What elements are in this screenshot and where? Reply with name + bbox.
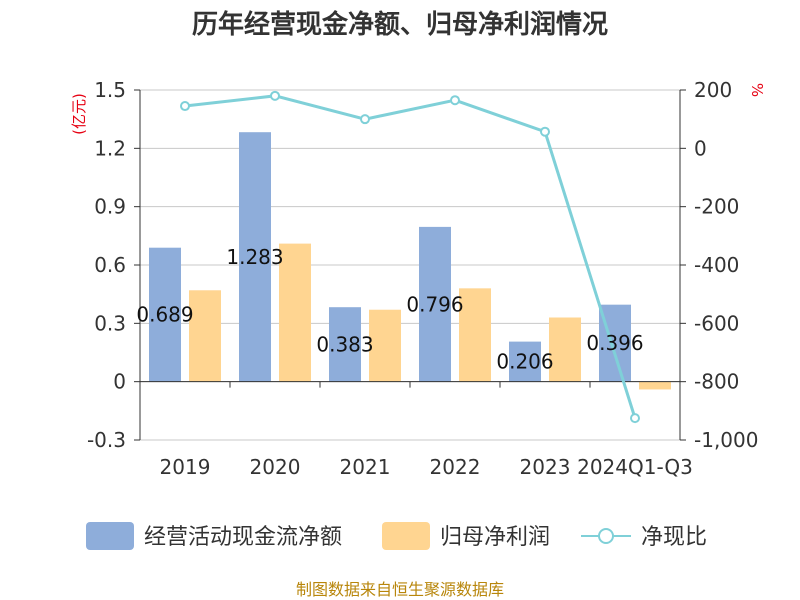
bar-cash-flow bbox=[509, 341, 541, 382]
x-tick-label: 2022 bbox=[430, 455, 481, 479]
y-right-tick-label: -600 bbox=[694, 311, 739, 335]
x-tick-label: 2023 bbox=[520, 455, 571, 479]
bar-cash-flow bbox=[419, 226, 451, 382]
source-note: 制图数据来自恒生聚源数据库 bbox=[296, 580, 504, 599]
y-right-tick-label: 200 bbox=[694, 78, 732, 102]
data-label-cash-flow: 0.383 bbox=[316, 332, 373, 356]
y-left-unit: (亿元) bbox=[70, 93, 88, 135]
data-label-cash-flow: 0.396 bbox=[586, 331, 643, 355]
x-tick-label: 2019 bbox=[160, 455, 211, 479]
legend-label-cash-flow: 经营活动现金流净额 bbox=[144, 525, 342, 550]
bar-net-profit bbox=[459, 288, 491, 382]
y-right-tick-label: -200 bbox=[694, 195, 739, 219]
bar-cash-flow bbox=[149, 247, 181, 382]
data-label-cash-flow: 1.283 bbox=[226, 245, 283, 269]
y-left-tick-label: 1.5 bbox=[94, 78, 126, 102]
point-cash-ratio bbox=[180, 101, 190, 112]
data-label-cash-flow: 0.796 bbox=[406, 292, 463, 316]
y-right-tick-label: -800 bbox=[694, 370, 739, 394]
axes: -0.3 0 0.3 0.6 0.9 1.2 1.5 -1,000 -800 -600 -400 -2… bbox=[87, 78, 759, 479]
bar-group bbox=[149, 132, 671, 390]
x-tick-label: 2024Q1-Q3 bbox=[577, 455, 693, 479]
y-right-tick-label: 0 bbox=[694, 136, 707, 160]
x-tick-label: 2020 bbox=[250, 455, 301, 479]
data-labels: 0.689 1.283 0.383 0.796 0.206 0.396 bbox=[136, 245, 643, 374]
chart-title: 历年经营现金净额、归母净利润情况 bbox=[192, 9, 608, 40]
legend-marker-cash-ratio bbox=[598, 528, 614, 544]
point-cash-ratio bbox=[540, 126, 550, 137]
point-cash-ratio bbox=[450, 95, 460, 106]
y-left-tick-label: 1.2 bbox=[94, 136, 126, 160]
bar-net-profit bbox=[639, 381, 671, 390]
point-cash-ratio bbox=[270, 90, 280, 101]
legend: 经营活动现金流净额 归母净利润 净现比 bbox=[86, 522, 707, 550]
x-tick-label: 2021 bbox=[340, 455, 391, 479]
legend-label-cash-ratio: 净现比 bbox=[641, 525, 707, 550]
bar-net-profit bbox=[549, 317, 581, 382]
bar-net-profit bbox=[189, 290, 221, 382]
data-label-cash-flow: 0.689 bbox=[136, 303, 193, 327]
y-left-tick-label: 0.9 bbox=[94, 195, 126, 219]
point-cash-ratio bbox=[360, 114, 370, 125]
y-right-unit: % bbox=[748, 83, 766, 97]
bar-net-profit bbox=[369, 309, 401, 382]
y-left-tick-label: 0 bbox=[113, 370, 126, 394]
legend-swatch-net-profit bbox=[382, 522, 430, 550]
line-group bbox=[180, 90, 640, 424]
y-left-tick-label: -0.3 bbox=[87, 428, 126, 452]
data-label-cash-flow: 0.206 bbox=[496, 350, 553, 374]
y-left-tick-label: 0.6 bbox=[94, 253, 126, 277]
line-cash-ratio bbox=[184, 94, 637, 419]
y-right-tick-label: -400 bbox=[694, 253, 739, 277]
bar-cash-flow bbox=[239, 132, 271, 382]
legend-swatch-cash-flow bbox=[86, 522, 134, 550]
y-right-tick-label: -1,000 bbox=[694, 428, 758, 452]
y-left-tick-label: 0.3 bbox=[94, 311, 126, 335]
point-cash-ratio bbox=[630, 413, 640, 424]
bar-net-profit bbox=[279, 243, 311, 382]
legend-label-net-profit: 归母净利润 bbox=[440, 525, 550, 550]
bar-cash-flow bbox=[329, 307, 361, 382]
